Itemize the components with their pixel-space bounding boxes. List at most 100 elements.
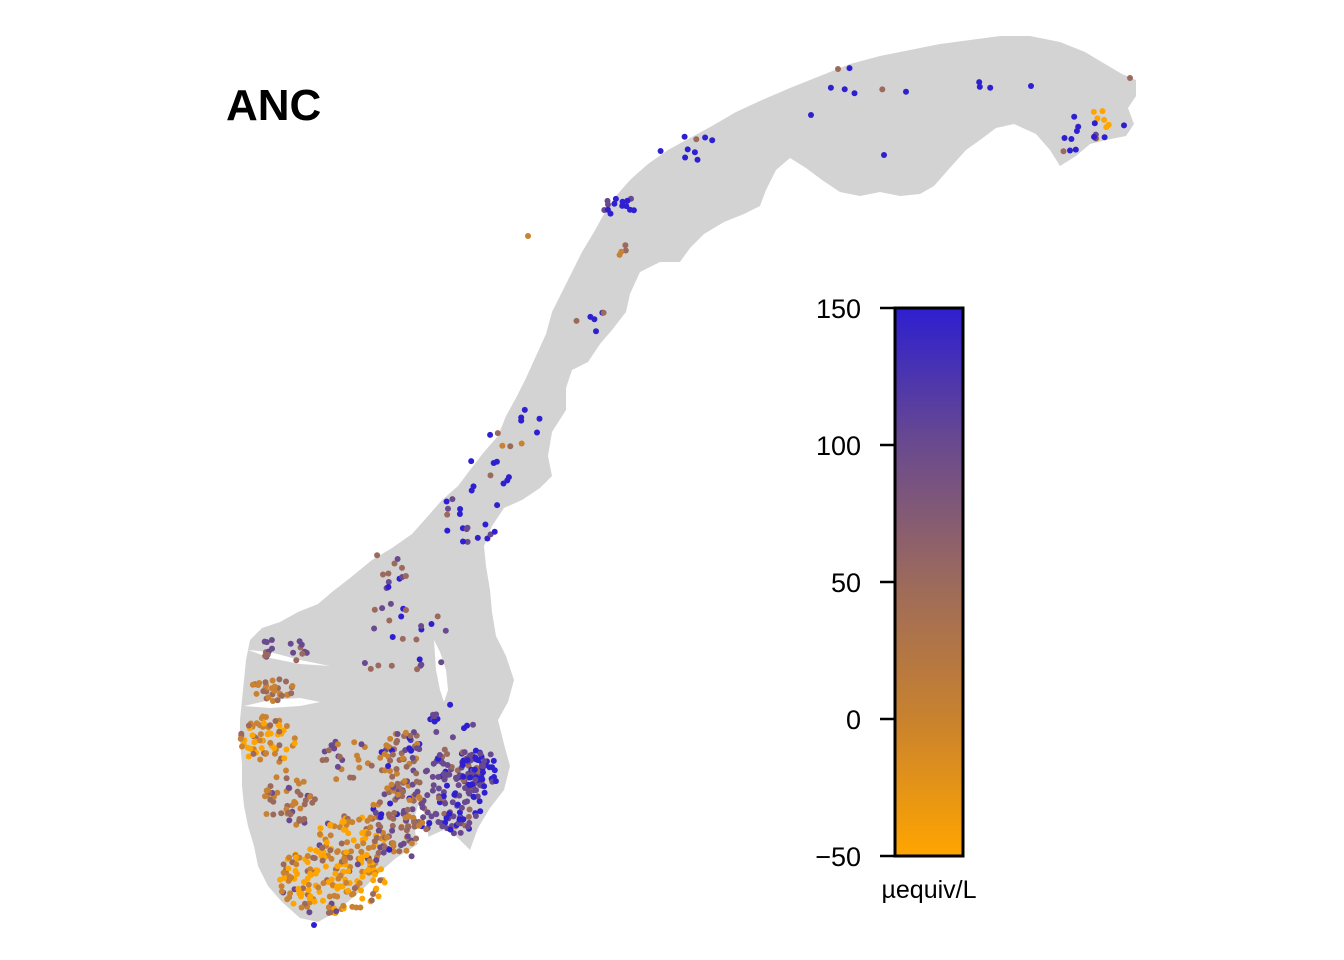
measurement-point — [263, 714, 269, 720]
measurement-point — [465, 813, 472, 820]
measurement-point — [443, 498, 450, 505]
measurement-point — [403, 847, 410, 854]
measurement-point — [375, 827, 382, 834]
measurement-point — [295, 885, 302, 892]
measurement-point — [375, 821, 382, 828]
measurement-point — [518, 417, 525, 424]
measurement-point — [443, 815, 450, 822]
measurement-point — [458, 804, 465, 811]
measurement-point — [385, 743, 392, 750]
measurement-point — [841, 86, 848, 93]
measurement-point — [593, 328, 599, 335]
measurement-point — [464, 823, 471, 830]
measurement-point — [253, 690, 260, 697]
measurement-point — [366, 858, 373, 864]
measurement-point — [426, 820, 433, 827]
measurement-point — [472, 747, 479, 754]
measurement-point — [283, 678, 289, 685]
measurement-point — [296, 780, 302, 787]
measurement-point — [416, 656, 423, 663]
measurement-point — [381, 879, 388, 886]
measurement-point — [298, 904, 305, 911]
measurement-point — [467, 774, 474, 781]
measurement-point — [489, 764, 496, 771]
measurement-point — [365, 867, 372, 873]
measurement-point — [345, 818, 352, 825]
measurement-point — [310, 854, 317, 861]
measurement-point — [387, 735, 394, 742]
measurement-point — [691, 149, 698, 156]
measurement-point — [267, 739, 274, 746]
measurement-point — [278, 883, 285, 890]
fjord-west-1 — [244, 698, 320, 708]
measurement-point — [371, 606, 378, 613]
map-title: ANC — [226, 81, 321, 130]
measurement-point — [380, 849, 387, 856]
measurement-point — [358, 741, 365, 748]
measurement-point — [416, 822, 422, 829]
measurement-point — [345, 830, 352, 837]
measurement-point — [394, 791, 401, 798]
measurement-point — [408, 853, 415, 860]
measurement-point — [348, 848, 355, 855]
fjord-north-1 — [1004, 132, 1040, 150]
measurement-point — [353, 904, 360, 911]
measurement-point — [444, 762, 451, 768]
measurement-point — [375, 849, 382, 856]
measurement-point — [433, 729, 440, 735]
measurement-point — [319, 857, 326, 864]
measurement-point — [361, 660, 368, 666]
measurement-point — [461, 749, 468, 756]
measurement-point — [438, 659, 445, 666]
measurement-point — [372, 809, 379, 816]
measurement-point — [455, 782, 462, 789]
measurement-point — [388, 781, 395, 788]
measurement-point — [378, 811, 385, 818]
measurement-point — [444, 782, 450, 789]
measurement-point — [1127, 75, 1133, 81]
measurement-point — [283, 775, 290, 782]
measurement-point — [314, 867, 321, 874]
measurement-point — [466, 806, 473, 813]
measurement-point — [323, 839, 330, 846]
measurement-point — [273, 774, 280, 781]
measurement-point — [393, 766, 400, 772]
measurement-point — [261, 720, 267, 727]
measurement-point — [385, 579, 392, 585]
measurement-point — [394, 731, 401, 737]
measurement-point — [442, 627, 449, 634]
measurement-point — [334, 741, 341, 748]
measurement-point — [365, 845, 372, 851]
measurement-point — [276, 676, 283, 683]
measurement-point — [264, 731, 271, 738]
measurement-point — [271, 745, 278, 752]
measurement-point — [481, 783, 488, 790]
measurement-point — [387, 800, 394, 807]
measurement-point — [835, 66, 841, 72]
measurement-point — [444, 511, 451, 518]
measurement-point — [518, 440, 525, 447]
measurement-point — [292, 854, 299, 861]
measurement-point — [433, 711, 440, 718]
measurement-point — [332, 870, 339, 877]
measurement-point — [334, 763, 341, 770]
measurement-point — [316, 888, 323, 895]
measurement-point — [268, 637, 275, 643]
measurement-point — [343, 879, 350, 886]
measurement-point — [431, 718, 438, 725]
measurement-point — [456, 792, 463, 799]
measurement-point — [334, 893, 341, 900]
measurement-point — [358, 887, 364, 894]
measurement-point — [274, 789, 281, 796]
measurement-point — [288, 690, 295, 697]
measurement-point — [307, 895, 314, 902]
measurement-point — [1101, 134, 1108, 141]
measurement-point — [422, 768, 429, 775]
measurement-point — [456, 816, 463, 823]
measurement-point — [340, 826, 347, 833]
measurement-point — [377, 799, 383, 806]
measurement-point — [1073, 128, 1080, 134]
measurement-point — [702, 134, 709, 141]
measurement-point — [490, 757, 497, 764]
measurement-point — [399, 755, 406, 762]
